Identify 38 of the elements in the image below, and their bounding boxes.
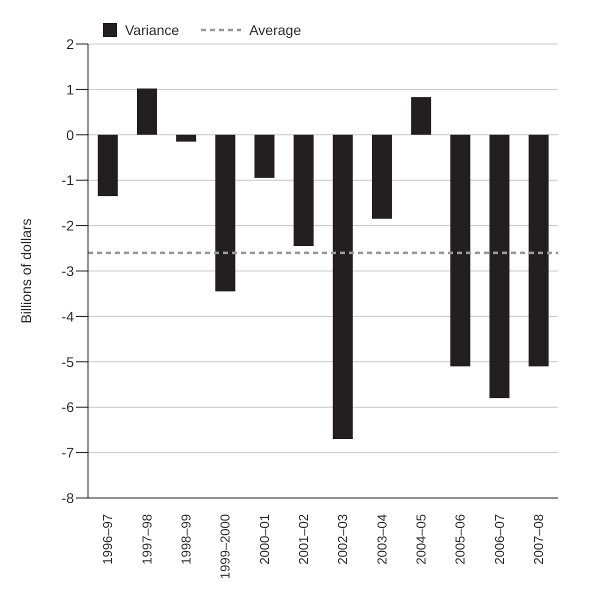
x-tick-label: 2000–01 bbox=[256, 514, 272, 565]
bar bbox=[372, 134, 392, 219]
y-tick-label: -7 bbox=[62, 444, 74, 461]
bar bbox=[254, 134, 274, 178]
y-tick-label: 2 bbox=[66, 36, 74, 52]
bar bbox=[176, 134, 196, 142]
x-tick-label: 2006–07 bbox=[492, 514, 507, 565]
bar bbox=[489, 134, 510, 398]
y-tick-label: -4 bbox=[62, 308, 74, 324]
bar bbox=[450, 134, 470, 366]
bar bbox=[294, 134, 314, 246]
x-tick-label: 2002–03 bbox=[335, 514, 350, 565]
y-axis-title: Billions of dollars bbox=[18, 218, 34, 324]
x-tick-label: 2005–06 bbox=[452, 514, 468, 565]
y-tick-label: 1 bbox=[66, 81, 74, 98]
y-tick-label: -5 bbox=[62, 354, 74, 370]
x-tick-label: 2003–04 bbox=[374, 514, 390, 565]
x-tick-label: 2007–08 bbox=[530, 514, 546, 565]
x-tick-label: 1999–2000 bbox=[218, 514, 233, 580]
legend-label: Variance bbox=[124, 22, 180, 38]
bar bbox=[98, 134, 118, 196]
x-tick-label: 1998–99 bbox=[178, 514, 194, 565]
x-tick-label: 1996–97 bbox=[100, 514, 116, 565]
x-tick-label: 1997–98 bbox=[139, 514, 154, 565]
bar bbox=[215, 134, 236, 292]
y-tick-label: -3 bbox=[62, 262, 74, 279]
x-tick-label: 2001–02 bbox=[296, 514, 311, 565]
bar bbox=[136, 88, 157, 135]
bar bbox=[332, 134, 353, 439]
y-tick-label: -8 bbox=[62, 490, 74, 506]
legend-label: Average bbox=[248, 22, 302, 38]
y-tick-label: 0 bbox=[66, 126, 74, 143]
bar bbox=[411, 97, 432, 135]
y-tick-label: -2 bbox=[62, 218, 74, 234]
y-tick-label: -1 bbox=[62, 172, 74, 188]
y-tick-label: -6 bbox=[62, 399, 74, 416]
bar bbox=[528, 134, 549, 366]
x-tick-label: 2004–05 bbox=[413, 514, 428, 565]
